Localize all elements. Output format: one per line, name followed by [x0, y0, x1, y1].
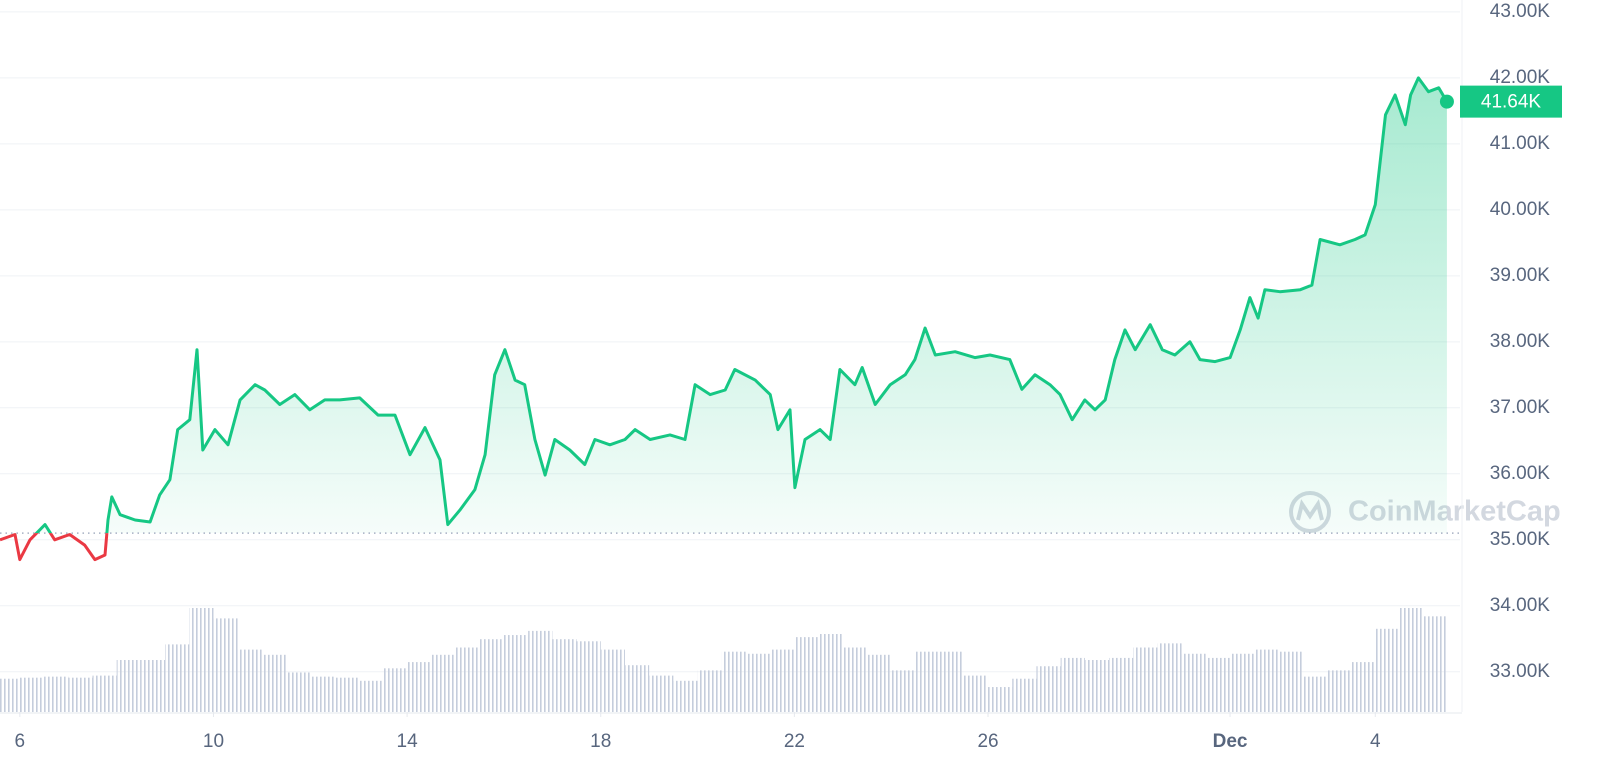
volume-bar — [1036, 666, 1061, 712]
volume-bar — [649, 675, 674, 712]
y-tick-label: 43.00K — [1490, 1, 1551, 22]
volume-bar — [1084, 660, 1110, 712]
volume-bar — [1278, 651, 1303, 712]
volume-bar — [213, 618, 238, 712]
last-price-label: 41.64K — [1481, 92, 1542, 113]
volume-bar — [1326, 670, 1352, 712]
volume-bar — [189, 608, 214, 712]
volume-bar — [1133, 647, 1158, 712]
volume-bar — [673, 680, 698, 712]
y-tick-label: 35.00K — [1490, 529, 1551, 550]
y-tick-label: 36.00K — [1490, 463, 1551, 484]
volume-bar — [794, 637, 819, 712]
price-area — [0, 77, 1447, 534]
volume-bar — [576, 641, 601, 712]
last-price-dot — [1439, 94, 1454, 109]
volume-bar — [1109, 657, 1134, 712]
x-tick-label: 26 — [977, 731, 998, 752]
volume-bar — [552, 639, 577, 712]
y-tick-label: 34.00K — [1490, 595, 1551, 616]
volume-bar — [1181, 653, 1206, 712]
volume-bar — [528, 630, 553, 712]
volume-bar — [891, 670, 916, 712]
volume-bar — [1012, 678, 1037, 712]
volume-bar — [1302, 676, 1327, 712]
volume-bar — [286, 672, 311, 712]
volume-bar — [745, 653, 771, 712]
price-line-up — [14, 76, 1449, 534]
volume-bar — [624, 665, 650, 712]
volume-bar — [721, 651, 746, 712]
volume-bar — [1230, 653, 1255, 712]
volume-bar — [1351, 662, 1376, 712]
volume-bar — [503, 635, 529, 712]
x-tick-label: 22 — [784, 731, 805, 752]
volume-bar — [915, 651, 940, 712]
volume-bar — [407, 662, 432, 712]
volume-bar — [1060, 657, 1085, 712]
volume-bar — [1375, 628, 1400, 712]
volume-bar — [1399, 608, 1424, 712]
volume-bar — [818, 634, 843, 712]
volume-bar — [431, 654, 456, 712]
volume-bar — [140, 660, 166, 712]
volume-bar — [1157, 643, 1182, 712]
volume-bar — [382, 668, 408, 712]
last-price-badge — [1460, 85, 1562, 118]
volume-bar — [358, 680, 383, 712]
x-tick-label: 14 — [397, 731, 419, 752]
y-tick-label: 37.00K — [1490, 397, 1551, 418]
x-tick-label: 4 — [1370, 731, 1381, 752]
y-tick-label: 41.00K — [1490, 133, 1551, 154]
volume-bar — [261, 654, 287, 712]
y-tick-label: 42.00K — [1490, 67, 1551, 88]
volume-bar — [697, 670, 722, 712]
y-tick-label: 38.00K — [1490, 331, 1551, 352]
volume-bar — [963, 675, 989, 712]
volume-bar — [92, 675, 117, 712]
volume-bar — [770, 649, 795, 712]
volume-bar — [237, 649, 262, 712]
volume-bar — [68, 677, 93, 712]
volume-bar — [842, 647, 867, 712]
volume-bar — [600, 649, 625, 712]
volume-bar — [479, 639, 504, 712]
volume-bar — [165, 644, 190, 712]
x-tick-label: 6 — [15, 731, 26, 752]
volume-bar — [116, 660, 141, 712]
volume-bar — [1205, 657, 1231, 712]
y-tick-label: 33.00K — [1490, 661, 1551, 682]
volume-bar — [44, 676, 69, 712]
y-tick-label: 40.00K — [1490, 199, 1551, 220]
volume-bar — [19, 677, 45, 712]
y-tick-label: 39.00K — [1490, 265, 1551, 286]
volume-bar — [1254, 649, 1279, 712]
x-tick-label: 10 — [203, 731, 224, 752]
volume-bar — [310, 676, 335, 712]
x-tick-label: 18 — [590, 731, 611, 752]
volume-bar — [455, 647, 480, 712]
volume-bar — [1423, 616, 1448, 712]
x-tick-label: Dec — [1213, 731, 1248, 752]
volume-bar — [939, 651, 964, 712]
volume-bar — [866, 654, 892, 712]
volume-bar — [988, 687, 1013, 712]
volume-bar — [334, 677, 359, 712]
